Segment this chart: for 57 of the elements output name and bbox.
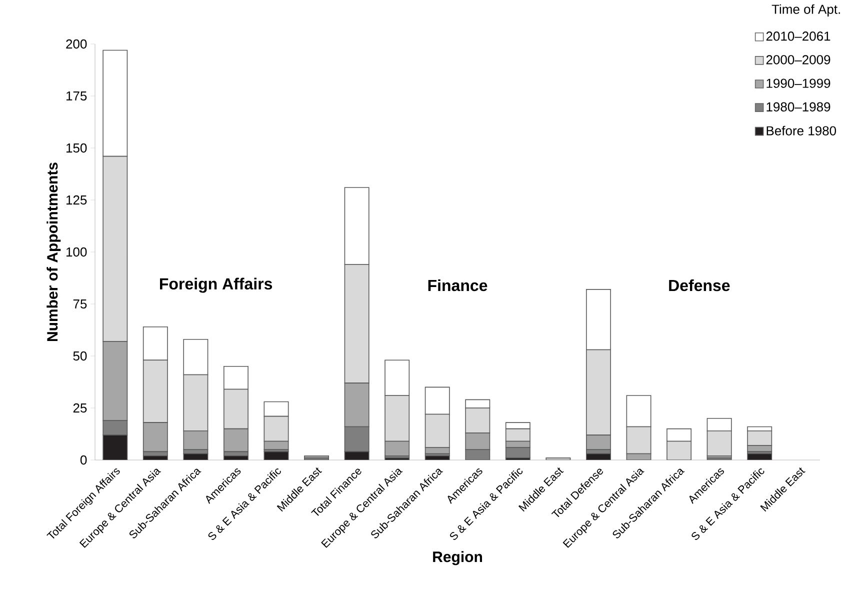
bar: [102, 434, 128, 460]
y-tick-label: 75: [73, 299, 87, 309]
bar: [344, 426, 370, 452]
bar: [384, 440, 410, 456]
y-tick-label: 50: [73, 351, 87, 361]
bar: [344, 187, 370, 265]
bar: [666, 428, 692, 442]
bar: [142, 360, 168, 423]
bar: [586, 349, 611, 436]
y-tick-label: 150: [66, 143, 87, 153]
bar: [706, 430, 732, 456]
bar: [183, 430, 208, 450]
bar: [102, 156, 128, 342]
y-tick-label: 0: [80, 455, 87, 465]
y-axis-title: Number of Appointments: [46, 162, 61, 341]
bar: [142, 326, 168, 361]
bar: [465, 408, 490, 434]
bar: [223, 388, 248, 430]
bar: [223, 366, 248, 390]
bar: [183, 338, 208, 376]
bar: [424, 386, 450, 415]
legend-label: 2000–2009: [766, 55, 830, 64]
legend-label: 2010–2061: [766, 32, 830, 41]
bar: [264, 416, 289, 442]
y-tick-label: 175: [66, 91, 87, 101]
bar: [223, 428, 248, 452]
bar: [626, 426, 652, 454]
bar: [626, 395, 652, 428]
bar: [465, 432, 490, 450]
bar: [666, 440, 692, 460]
bar: [424, 414, 450, 448]
annotation: Defense: [669, 279, 730, 292]
bar: [384, 395, 410, 442]
bar: [102, 420, 128, 436]
bar: [384, 360, 410, 396]
bar: [505, 422, 530, 430]
legend-label: 1990–1999: [766, 78, 830, 88]
bar: [344, 382, 370, 428]
bar: [586, 289, 611, 350]
bar: [505, 428, 530, 442]
legend-label: Before 1980: [766, 126, 836, 136]
y-tick-label: 200: [66, 39, 87, 49]
bar: [344, 264, 370, 384]
bar: [264, 401, 289, 417]
annotation: Foreign Affairs: [160, 278, 272, 293]
bar: [102, 341, 128, 421]
y-tick-label: 100: [66, 247, 87, 257]
annotation: Finance: [428, 279, 488, 292]
legend-label: 1980–1989: [766, 102, 830, 112]
bar: [142, 422, 168, 452]
bar: [747, 430, 772, 446]
y-tick-label: 125: [66, 195, 87, 205]
x-axis-title: Region: [433, 551, 482, 566]
legend-title: Time of Apt.: [772, 4, 840, 16]
bar: [183, 374, 208, 432]
bar: [706, 418, 732, 432]
y-tick-label: 25: [73, 403, 87, 413]
